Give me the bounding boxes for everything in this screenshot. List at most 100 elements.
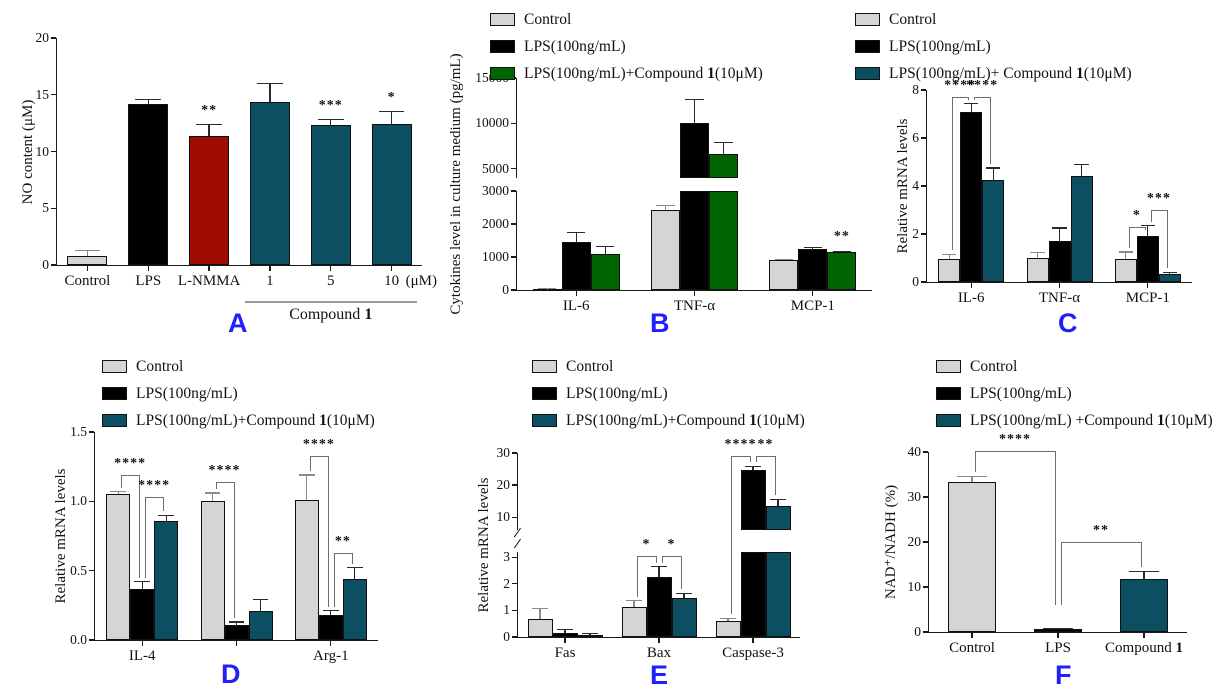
sig-bracket: [1141, 542, 1143, 568]
y-axis: [94, 432, 96, 640]
sig-bracket: [756, 456, 758, 463]
category-label: LPS: [135, 273, 162, 289]
error-bar-cap: [1162, 271, 1177, 273]
error-bar-cap: [204, 492, 221, 494]
bar: [765, 506, 791, 530]
y-axis: [517, 552, 519, 637]
sig-bracket: [145, 497, 164, 499]
category-label: MCP-1: [1125, 290, 1170, 306]
sig-bracket: [139, 474, 141, 578]
y-tick-label: 1000: [482, 249, 509, 264]
sig-label: *: [667, 536, 676, 552]
y-axis: [516, 78, 518, 178]
y-tick-label: 2: [503, 575, 510, 591]
x-axis: [516, 290, 872, 292]
error-bar-stem: [752, 466, 754, 470]
bar: [740, 552, 766, 637]
y-tick: [923, 541, 928, 543]
bar: [318, 615, 343, 640]
y-tick: [51, 94, 56, 96]
sig-bracket: [1061, 542, 1141, 544]
category-label: Bax: [646, 645, 672, 661]
sig-bracket: [1150, 210, 1152, 222]
y-tick: [511, 122, 516, 125]
x-axis: [517, 637, 800, 639]
y-tick: [512, 484, 517, 486]
x-tick: [1057, 633, 1059, 639]
y-tick: [51, 207, 56, 209]
error-bar-cap: [532, 608, 548, 610]
error-bar-stem: [354, 567, 356, 579]
sig-bracket: [1166, 210, 1168, 269]
error-bar-stem: [1147, 225, 1149, 237]
sig-bracket: [121, 474, 140, 477]
bar: [561, 242, 591, 290]
legend-label: LPS(100ng/mL) +Compound 1(10μM): [970, 412, 1212, 429]
bar: [249, 101, 290, 265]
bar: [67, 255, 108, 265]
error-bar-cap: [1128, 570, 1160, 572]
error-bar-cap: [257, 82, 283, 84]
error-bar-stem: [633, 600, 635, 608]
y-tick: [512, 583, 517, 585]
error-bar-cap: [1074, 163, 1089, 165]
error-bar-stem: [269, 83, 271, 102]
y-tick: [511, 223, 516, 225]
x-tick: [812, 291, 814, 297]
sig-bracket: [662, 555, 681, 558]
error-bar-stem: [693, 99, 696, 123]
bar: [527, 618, 553, 637]
error-bar-cap: [1030, 251, 1045, 253]
y-tick-label: 20: [907, 534, 922, 549]
error-bar-cap: [134, 581, 150, 583]
error-bar-stem: [259, 599, 262, 611]
error-bar-cap: [252, 599, 269, 601]
bar: [646, 577, 672, 637]
legend-swatch: [936, 387, 961, 400]
y-tick-label: 8: [912, 82, 919, 97]
sig-bracket: [1061, 542, 1063, 605]
error-bar-stem: [604, 246, 606, 255]
category-label: Fas: [554, 645, 576, 661]
bar: [342, 578, 367, 640]
error-bar-cap: [745, 465, 761, 468]
y-tick: [89, 639, 94, 641]
sig-bracket: [975, 450, 977, 473]
error-bar-stem: [812, 247, 814, 249]
y-tick-label: 1.5: [70, 424, 87, 439]
x-tick: [330, 266, 332, 272]
sig-bracket: [215, 481, 234, 483]
sig-label: **: [334, 533, 351, 549]
bar: [371, 124, 412, 265]
sig-bracket: [637, 555, 639, 597]
bar: [248, 610, 273, 640]
bar: [224, 624, 249, 640]
y-tick: [511, 168, 516, 170]
error-bar-cap: [323, 610, 339, 612]
error-bar-cap: [803, 246, 823, 249]
compound-group-line: [244, 301, 417, 303]
error-bar-stem: [306, 474, 308, 500]
error-bar-cap: [651, 566, 667, 568]
y-tick: [923, 586, 928, 588]
x-tick: [1147, 283, 1149, 289]
sig-bracket: [121, 474, 123, 488]
category-label: IL-6: [562, 298, 590, 314]
y-tick: [51, 264, 56, 266]
sig-label: **: [1093, 523, 1109, 538]
sig-bracket: [637, 555, 656, 558]
y-tick: [89, 500, 94, 502]
x-tick: [1143, 633, 1145, 639]
category-label: 10: [384, 273, 400, 289]
error-bar-cap: [720, 617, 736, 619]
panel-letter: B: [650, 308, 670, 338]
error-bar-cap: [196, 124, 222, 126]
error-bar-cap: [347, 567, 363, 569]
y-tick: [921, 233, 926, 235]
bar: [1114, 258, 1137, 282]
y-axis-label: Relative mRNA levels: [53, 468, 69, 604]
error-bar-stem: [211, 493, 214, 502]
y-tick: [512, 636, 517, 638]
y-tick: [511, 256, 516, 258]
x-tick: [658, 638, 660, 644]
